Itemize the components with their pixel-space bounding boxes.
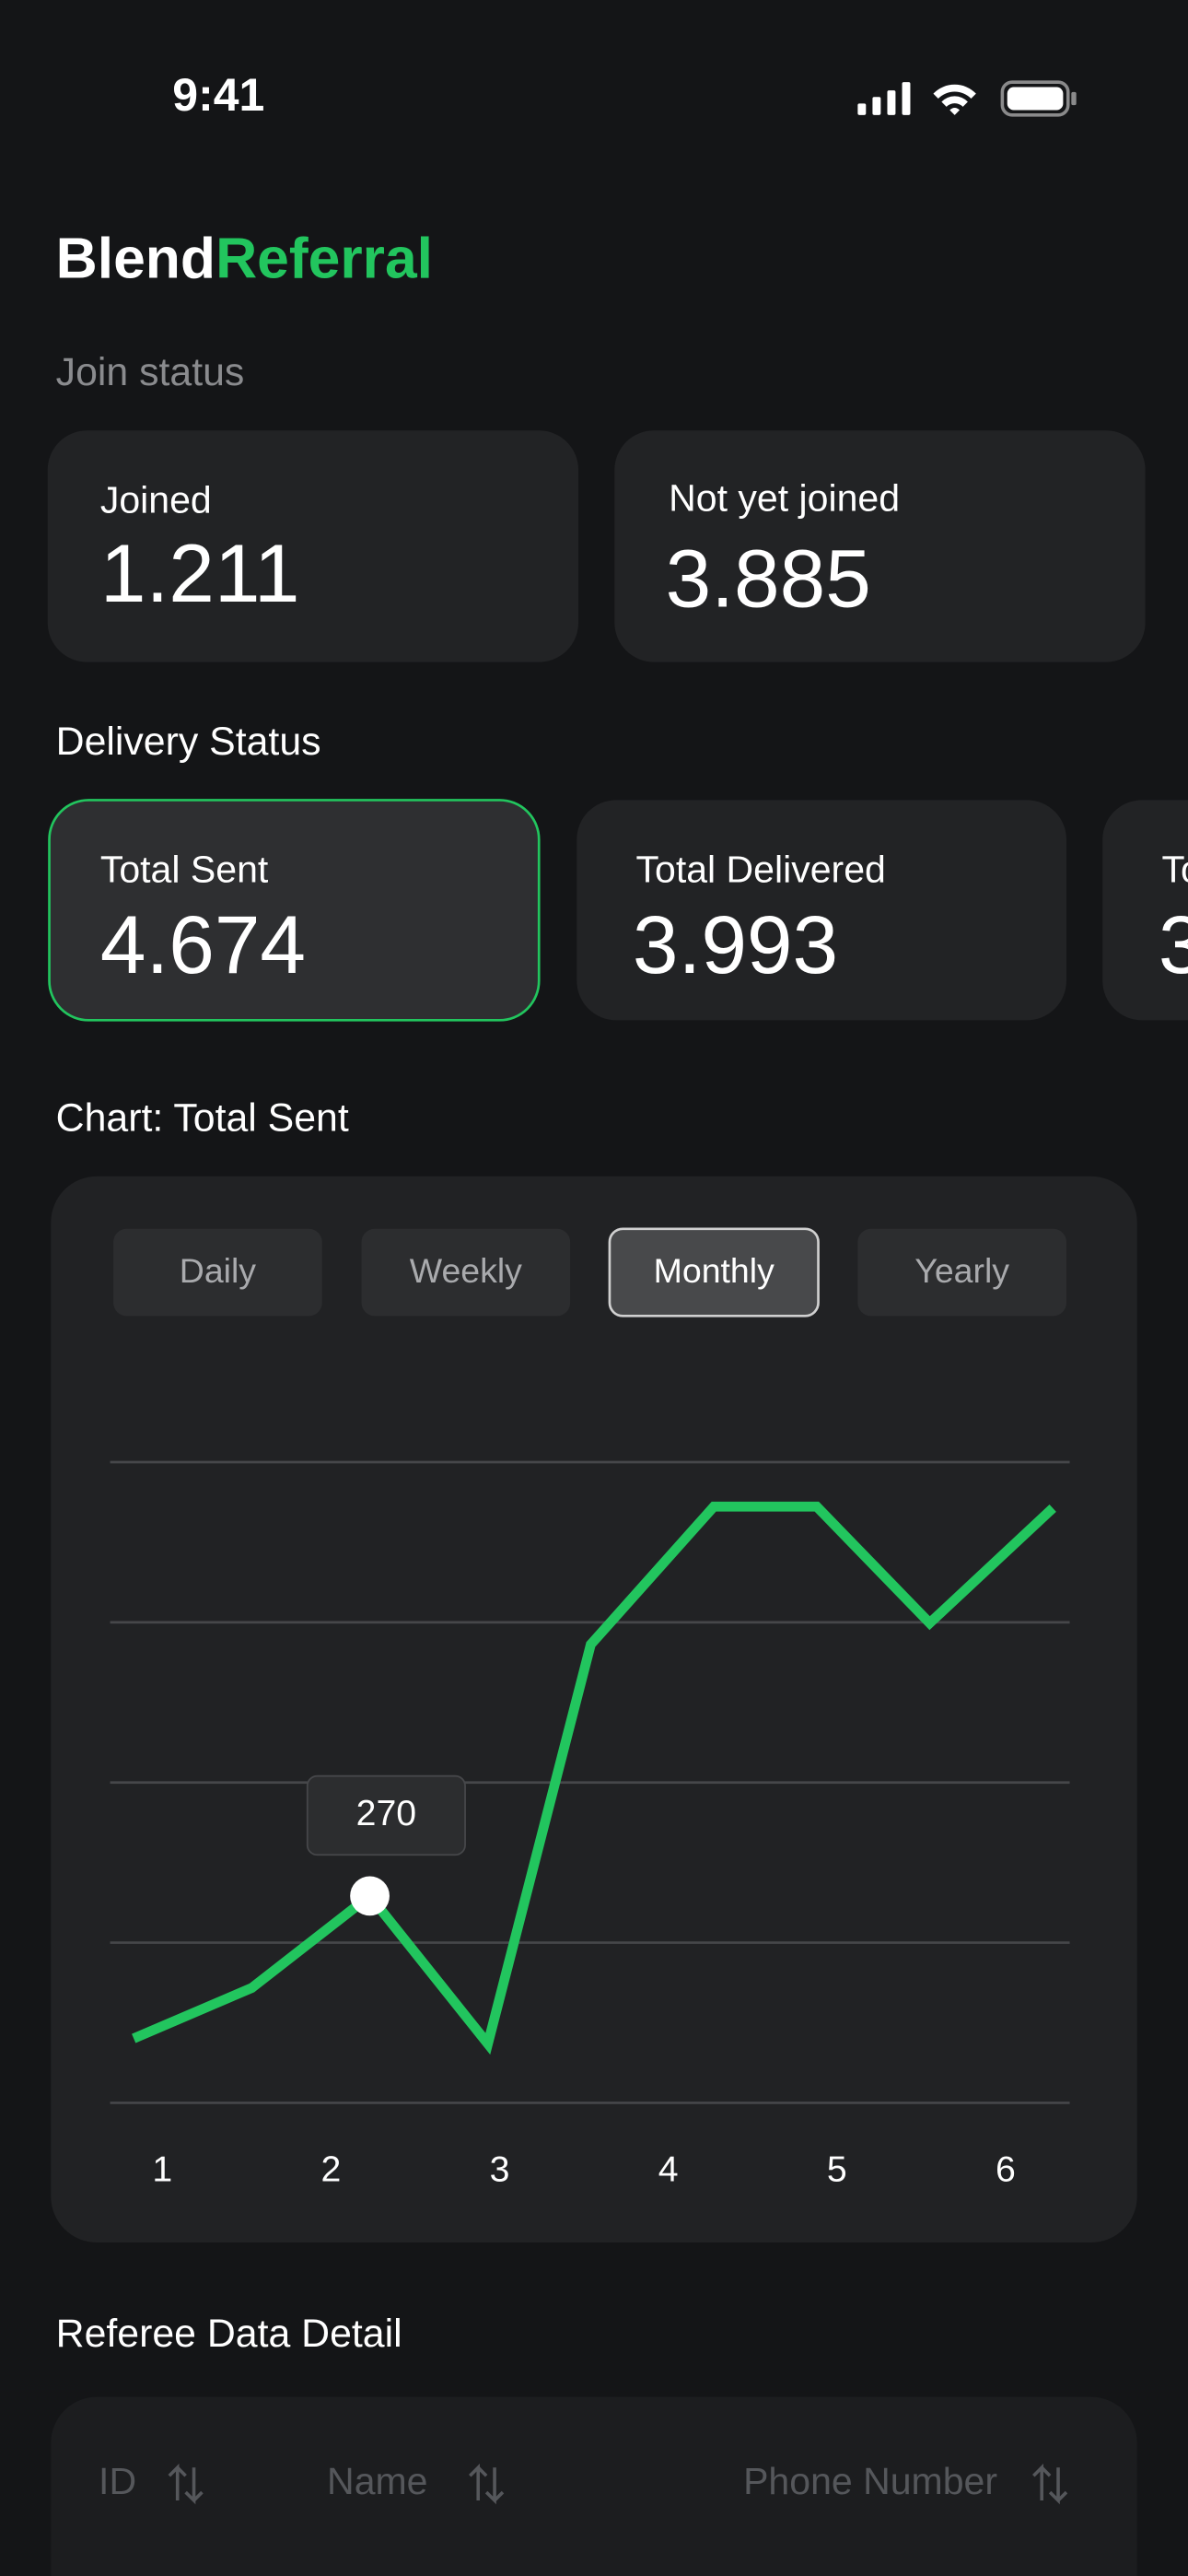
delivery-card[interactable] (1102, 800, 1188, 1021)
section-title: Chart: Total Sent (56, 1095, 349, 1140)
x-tick-label: 1 (152, 2149, 172, 2190)
section-title: Delivery Status (56, 720, 321, 764)
card-label: Total Sent (100, 849, 269, 891)
x-tick-label: 3 (490, 2149, 510, 2190)
delivery-cards: Total Sent 4.674 Total Delivered 3.993 To 3 (48, 799, 1188, 1022)
status-icons (857, 80, 1077, 117)
x-tick-label: 6 (996, 2149, 1016, 2190)
column-header[interactable]: Name (327, 2460, 427, 2502)
tabs: Daily Weekly Monthly Yearly (113, 1227, 1066, 1317)
x-tick-label: 4 (658, 2149, 679, 2190)
delivery-card[interactable] (577, 800, 1066, 1021)
section-title: Referee Data Detail (56, 2312, 402, 2356)
plot: 1 2 3 4 5 6 (110, 1460, 1070, 2190)
x-tick-label: 5 (827, 2149, 847, 2190)
brand: BlendReferral (56, 227, 433, 291)
x-tick-label: 2 (321, 2149, 342, 2190)
section-title: Join status (56, 350, 245, 394)
brand-name: Blend (56, 227, 215, 291)
card-value: 3.993 (633, 898, 838, 990)
brand-accent: Referral (215, 227, 433, 291)
card-label: To (1161, 849, 1188, 891)
delivery-card[interactable] (48, 799, 541, 1022)
column-header[interactable]: Phone Number (743, 2460, 997, 2502)
tab-label: Daily (180, 1251, 257, 1290)
card-label: Joined (100, 478, 212, 521)
table-panel (51, 2396, 1137, 2576)
line-series (132, 1501, 1056, 2055)
card-label: Not yet joined (669, 477, 900, 520)
join-card (47, 430, 579, 662)
status-time: 9:41 (172, 69, 264, 121)
join-card (614, 430, 1146, 662)
card-value: 3.885 (666, 532, 871, 624)
tab[interactable] (857, 1228, 1066, 1317)
chart-panel (51, 1176, 1137, 2243)
column-header[interactable]: ID (99, 2460, 136, 2502)
tab-label: Monthly (654, 1251, 775, 1290)
tab-label: Yearly (914, 1251, 1009, 1290)
card-value: 3 (1159, 898, 1188, 990)
highlight-point (350, 1876, 390, 1916)
sort-icons (168, 2464, 1068, 2505)
tab[interactable] (113, 1228, 322, 1317)
tooltip-box (306, 1774, 466, 1856)
tab-label: Weekly (410, 1251, 522, 1290)
card-value: 1.211 (100, 527, 300, 619)
tooltip-value: 270 (356, 1793, 416, 1833)
card-label: Total Delivered (635, 849, 885, 891)
card-value: 4.674 (100, 898, 306, 990)
tab[interactable] (361, 1228, 571, 1317)
table-header: ID Name Phone Number (99, 2460, 997, 2502)
tab[interactable] (608, 1227, 820, 1317)
